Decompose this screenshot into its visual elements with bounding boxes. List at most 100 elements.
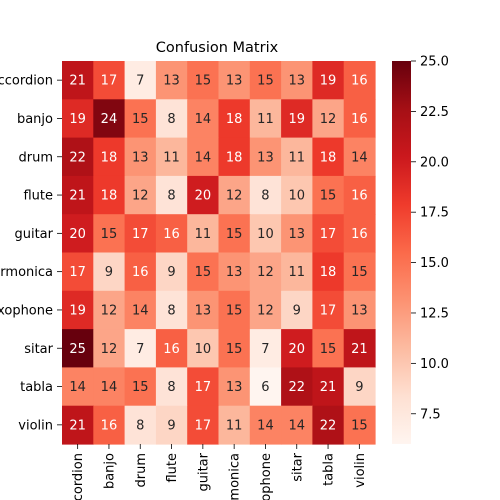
colorbar-tick-label: 12.5 bbox=[420, 306, 449, 321]
y-tick-label: banjo bbox=[17, 112, 53, 127]
heatmap-cell bbox=[124, 61, 157, 100]
cell-value-label: 24 bbox=[101, 112, 118, 127]
colorbar-tick-label: 7.5 bbox=[420, 407, 441, 422]
cell-value-label: 18 bbox=[226, 112, 243, 127]
cell-value-label: 13 bbox=[226, 380, 243, 395]
cell-value-label: 15 bbox=[195, 74, 212, 89]
cell-value-label: 14 bbox=[132, 303, 149, 318]
heatmap-cell bbox=[187, 137, 220, 177]
heatmap-cell bbox=[155, 137, 188, 177]
heatmap-cell bbox=[124, 175, 157, 215]
cell-value-label: 14 bbox=[69, 380, 86, 395]
cell-value-label: 15 bbox=[195, 265, 212, 280]
cell-value-label: 15 bbox=[351, 265, 368, 280]
y-tick-labels: accordion banjo drum flute guitar harmonica sa… bbox=[0, 74, 62, 433]
cell-value-label: 7 bbox=[136, 74, 144, 89]
cell-value-label: 14 bbox=[101, 380, 118, 395]
colorbar-tick-label: 15.0 bbox=[420, 256, 449, 271]
cell-value-label: 15 bbox=[320, 189, 337, 204]
heatmap-cell bbox=[281, 367, 313, 407]
heatmap-cell bbox=[155, 214, 188, 254]
cell-value-label: 20 bbox=[69, 227, 86, 242]
chart-title: Confusion Matrix bbox=[156, 40, 279, 56]
heatmap-cell bbox=[124, 290, 157, 330]
heatmap-cell bbox=[343, 329, 376, 368]
cell-value-label: 15 bbox=[226, 342, 243, 357]
heatmap-cell bbox=[249, 214, 282, 254]
cell-value-label: 19 bbox=[69, 112, 86, 127]
heatmap-cell bbox=[218, 290, 251, 330]
cell-value-label: 21 bbox=[351, 342, 368, 357]
heatmap-cell bbox=[187, 290, 220, 330]
cell-value-label: 15 bbox=[132, 112, 149, 127]
cell-value-label: 15 bbox=[226, 303, 243, 318]
heatmap-cell bbox=[218, 214, 251, 254]
x-tick-label: banjo bbox=[102, 453, 117, 489]
heatmap-cell bbox=[62, 367, 94, 407]
heatmap-cell bbox=[93, 214, 126, 254]
cell-value-label: 12 bbox=[101, 303, 118, 318]
cell-value-label: 8 bbox=[167, 380, 175, 395]
y-tick-label: accordion bbox=[0, 74, 53, 89]
heatmap-cell bbox=[187, 367, 220, 407]
heatmap-cells: 21 17 7 13 15 13 15 13 19 16 19 24 15 8 14 18 11 19 12 16 22… bbox=[62, 61, 376, 445]
cell-value-label: 10 bbox=[257, 227, 274, 242]
x-tick-label: flute bbox=[165, 453, 180, 483]
heatmap-cell bbox=[93, 61, 126, 100]
cell-value-label: 17 bbox=[195, 418, 212, 433]
heatmap-cell bbox=[124, 252, 157, 292]
cell-value-label: 12 bbox=[320, 112, 337, 127]
cell-value-label: 6 bbox=[261, 380, 269, 395]
y-tick-label: tabla bbox=[20, 380, 53, 395]
x-tick-label: violin bbox=[353, 453, 368, 488]
heatmap-cell bbox=[187, 329, 220, 368]
heatmap-cell bbox=[343, 252, 376, 292]
heatmap-cell bbox=[343, 290, 376, 330]
cell-value-label: 14 bbox=[195, 112, 212, 127]
cell-value-label: 12 bbox=[257, 265, 274, 280]
cell-value-label: 18 bbox=[320, 265, 337, 280]
cell-value-label: 11 bbox=[288, 150, 305, 165]
heatmap-cell bbox=[93, 252, 126, 292]
x-tick-label: accordion bbox=[71, 453, 86, 500]
cell-value-label: 8 bbox=[167, 189, 175, 204]
heatmap-cell bbox=[93, 329, 126, 368]
heatmap-cell bbox=[312, 367, 345, 407]
heatmap-cell bbox=[281, 175, 313, 215]
heatmap-cell bbox=[312, 99, 345, 139]
cell-value-label: 16 bbox=[163, 342, 180, 357]
cell-value-label: 14 bbox=[257, 418, 274, 433]
cell-value-label: 15 bbox=[226, 227, 243, 242]
heatmap-cell bbox=[281, 252, 313, 292]
heatmap-cell bbox=[124, 367, 157, 407]
y-tick-label: drum bbox=[19, 150, 54, 165]
cell-value-label: 21 bbox=[320, 380, 337, 395]
cell-value-label: 8 bbox=[261, 189, 269, 204]
heatmap-cell bbox=[124, 137, 157, 177]
cell-value-label: 13 bbox=[226, 74, 243, 89]
heatmap-cell bbox=[187, 214, 220, 254]
heatmap-cell bbox=[93, 367, 126, 407]
heatmap-cell bbox=[312, 61, 345, 100]
cell-value-label: 14 bbox=[288, 418, 305, 433]
cell-value-label: 11 bbox=[226, 418, 243, 433]
heatmap-cell bbox=[62, 137, 94, 177]
colorbar bbox=[392, 61, 411, 444]
heatmap-cell bbox=[62, 329, 94, 368]
heatmap-cell bbox=[187, 252, 220, 292]
heatmap-cell bbox=[93, 175, 126, 215]
heatmap-cell bbox=[155, 61, 188, 100]
x-tick-label: guitar bbox=[196, 452, 211, 491]
heatmap-cell bbox=[249, 61, 282, 100]
heatmap-cell bbox=[218, 175, 251, 215]
heatmap-cell bbox=[155, 252, 188, 292]
cell-value-label: 22 bbox=[320, 418, 337, 433]
cell-value-label: 14 bbox=[195, 150, 212, 165]
heatmap-cell bbox=[343, 367, 376, 407]
cell-value-label: 9 bbox=[355, 380, 363, 395]
heatmap-cell bbox=[187, 61, 220, 100]
x-tick-label: saxophone bbox=[259, 453, 274, 500]
heatmap-cell bbox=[249, 137, 282, 177]
cell-value-label: 7 bbox=[261, 342, 269, 357]
heatmap-cell bbox=[343, 405, 376, 445]
